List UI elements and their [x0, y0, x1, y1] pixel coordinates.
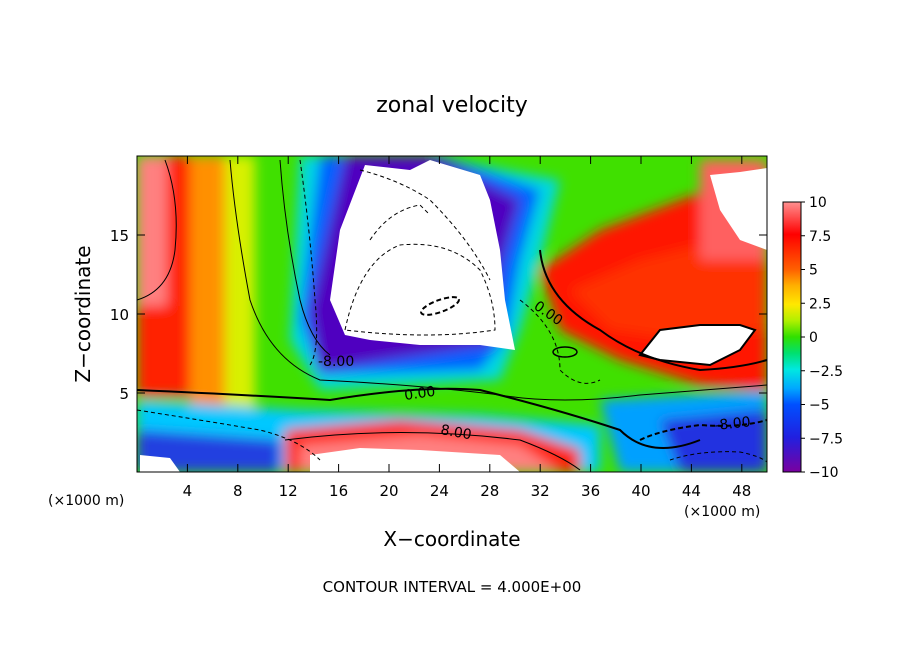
x-tick-label: 20: [379, 482, 398, 500]
x-tick-label: 16: [329, 482, 348, 500]
chart-title: zonal velocity: [376, 93, 528, 118]
contour-label: 0.00: [403, 384, 436, 404]
colorbar-ticks: 10 7.5 5 2.5 0 −2.5 −5 −7.5 −10: [801, 195, 843, 481]
heatmap-field: -8.00 0.00 0.00 8.00 -8.00: [137, 156, 767, 472]
y-tick-label: 10: [110, 306, 129, 324]
x-tick-label: 12: [279, 482, 298, 500]
x-tick-label: 32: [531, 482, 550, 500]
colorbar-tick-label: 10: [809, 195, 827, 211]
field-core-white: [330, 160, 515, 350]
colorbar-tick-label: −2.5: [809, 364, 843, 380]
x-tick-label: 4: [183, 482, 193, 500]
colorbar-tick-label: 5: [809, 263, 818, 279]
colorbar-tick-label: −10: [809, 465, 839, 481]
colorbar-tick-label: −7.5: [809, 431, 843, 447]
x-tick-label: 28: [480, 482, 499, 500]
colorbar: [782, 201, 802, 473]
x-axis-label: X−coordinate: [383, 527, 520, 551]
x-unit-label-right: (×1000 m): [684, 504, 760, 520]
y-tick-label: 5: [119, 385, 129, 403]
colorbar-tick-label: 0: [809, 330, 818, 346]
y-axis: 5 10 15: [110, 227, 767, 403]
x-unit-label-left: (×1000 m): [48, 493, 124, 509]
colorbar-tick-label: −5: [809, 398, 830, 414]
x-tick-label: 40: [631, 482, 650, 500]
x-tick-label: 24: [430, 482, 449, 500]
contour-label: -8.00: [714, 414, 752, 434]
x-tick-label: 36: [581, 482, 600, 500]
x-axis: 4 8 12 16 20 24 28 32 36 40 44 48: [183, 156, 751, 500]
contour-label: 8.00: [439, 422, 472, 443]
colorbar-tick-label: 7.5: [809, 229, 831, 245]
x-tick-label: 48: [732, 482, 751, 500]
y-axis-label: Z−coordinate: [71, 245, 95, 382]
x-tick-label: 8: [233, 482, 243, 500]
x-tick-label: 44: [682, 482, 701, 500]
y-tick-label: 15: [110, 227, 129, 245]
colorbar-tick-label: 2.5: [809, 296, 831, 312]
contour-interval-note: CONTOUR INTERVAL = 4.000E+00: [323, 578, 582, 596]
contour-label: -8.00: [318, 354, 354, 370]
